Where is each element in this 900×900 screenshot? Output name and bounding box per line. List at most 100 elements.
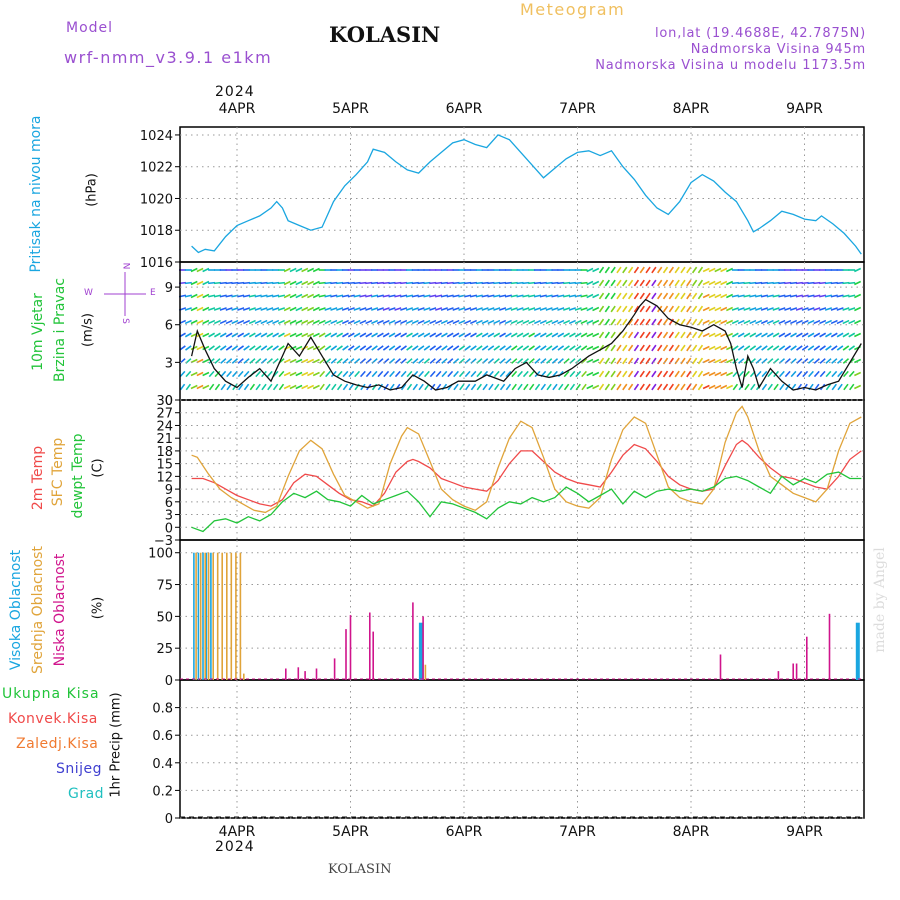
wind-arrow <box>627 305 634 313</box>
wind-arrow <box>446 345 454 351</box>
day-label-bottom: 7APR <box>559 824 596 840</box>
wind-arrow <box>487 294 495 298</box>
wind-arrow <box>825 370 832 378</box>
wind-arrow <box>551 332 559 338</box>
wind-arrow <box>691 383 698 391</box>
wind-arrow <box>400 307 408 311</box>
wind-arrow <box>225 332 233 338</box>
wind-arrow <box>365 307 373 311</box>
wind-arrow <box>714 319 722 325</box>
precip-legend-freezing: Zaledj.Kisa <box>16 736 99 752</box>
wind-arrow <box>639 357 645 365</box>
wind-arrow <box>435 319 443 325</box>
wind-arrow <box>686 331 692 339</box>
wind-arrow <box>598 357 605 365</box>
wind-arrow <box>749 345 757 351</box>
wind-arrow <box>580 332 588 338</box>
wind-arrow <box>616 279 622 287</box>
wind-arrow <box>691 318 698 326</box>
wind-arrow <box>807 332 815 338</box>
wind-arrow <box>196 384 204 390</box>
wind-arrow <box>260 294 268 298</box>
cloud-bar <box>315 668 318 680</box>
wind-arrow <box>243 383 250 391</box>
wind-arrow <box>353 307 361 311</box>
wind-arrow <box>668 266 675 274</box>
wind-arrow <box>622 370 628 378</box>
wind-arrow <box>522 370 529 378</box>
wind-arrow <box>295 306 303 312</box>
wind-arrow <box>574 345 582 351</box>
wind-arrow <box>842 294 850 298</box>
wind-arrow <box>580 319 588 325</box>
wind-arrow <box>418 383 424 391</box>
wind-arrow <box>680 279 686 287</box>
wind-arrow <box>604 318 610 326</box>
wind-arrow <box>260 345 268 351</box>
wind-arrow <box>569 383 576 391</box>
wind-arrow <box>208 332 216 338</box>
cloud-bar <box>345 629 347 680</box>
wind-arrow <box>225 358 233 364</box>
wind-arrow <box>592 332 600 338</box>
wind-arrow <box>726 319 734 325</box>
wind-arrow <box>383 383 389 391</box>
wind-arrow <box>766 345 774 351</box>
year-top-label: 2024 <box>215 84 255 100</box>
wind-arrow <box>417 294 425 298</box>
wind-arrow <box>580 294 588 298</box>
wind-arrow <box>307 384 315 390</box>
wind-arrow <box>795 332 803 338</box>
wind-arrow <box>686 318 692 326</box>
wind-arrow <box>370 307 379 311</box>
wind-arrow <box>761 383 768 391</box>
wind-arrow <box>830 345 838 351</box>
wind-arrow <box>383 370 390 378</box>
wind-arrow <box>539 319 547 325</box>
wind-arrow <box>854 293 862 299</box>
wind-arrow <box>533 307 542 311</box>
wind-arrow <box>487 319 495 325</box>
wind-arrow <box>504 332 512 338</box>
wind-arrow <box>622 357 628 365</box>
wind-arrow <box>289 345 297 351</box>
wind-arrow <box>353 319 361 325</box>
wind-arrow <box>604 357 610 365</box>
wind-arrow <box>325 383 331 391</box>
wind-arrow <box>557 345 565 351</box>
wind-arrow <box>528 370 535 378</box>
wind-arrow <box>487 332 495 338</box>
wind-arrow <box>831 358 838 364</box>
wind-arrow <box>563 319 571 325</box>
wind-arrow <box>604 266 610 274</box>
wind-arrow <box>813 370 820 378</box>
wind-arrow <box>680 370 686 378</box>
series-line-pritisak-na-nivou-mora <box>191 134 862 255</box>
wind-arrow <box>842 307 850 311</box>
wind-arrow <box>581 370 587 378</box>
wind-arrow <box>633 383 640 391</box>
wind-arrow <box>563 370 570 378</box>
compass-w-label: W <box>84 288 93 298</box>
wind-arrow <box>231 358 239 364</box>
wind-arrow <box>569 345 576 351</box>
wind-arrow <box>802 370 809 378</box>
wind-arrow <box>400 383 407 391</box>
wind-arrow <box>639 370 645 378</box>
wind-arrow <box>243 319 251 325</box>
wind-arrow <box>248 307 256 311</box>
wind-arrow <box>714 280 722 286</box>
wind-arrow <box>657 331 663 339</box>
wind-arrow <box>755 345 762 351</box>
wind-arrow <box>382 319 390 325</box>
wind-arrow <box>365 319 373 325</box>
wind-arrow <box>184 332 192 338</box>
wind-arrow <box>790 370 797 378</box>
wind-arrow <box>627 318 634 326</box>
wind-arrow <box>446 294 454 298</box>
day-label-top: 5APR <box>332 101 369 117</box>
wind-arrow <box>225 319 233 325</box>
wind-arrow <box>539 307 547 311</box>
wind-arrow <box>272 383 279 391</box>
wind-arrow <box>214 332 221 338</box>
